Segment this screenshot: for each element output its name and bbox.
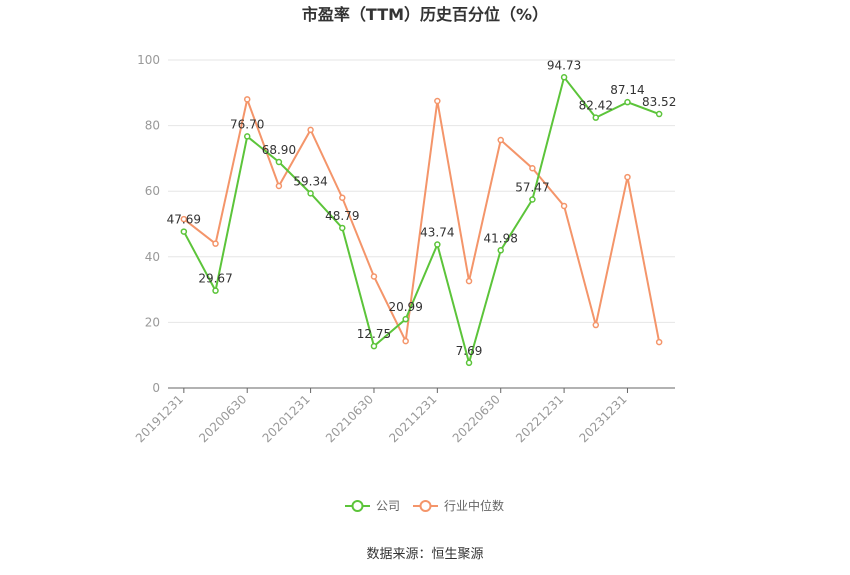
- x-tick-label: 20211231: [386, 392, 439, 445]
- series-line: [182, 75, 660, 367]
- data-point: [497, 136, 504, 144]
- data-point: [370, 342, 378, 350]
- data-point: [243, 133, 251, 140]
- y-tick-label: 80: [145, 119, 160, 133]
- data-label: 41.98: [484, 231, 518, 245]
- data-point: [529, 164, 536, 172]
- data-point: [560, 74, 568, 81]
- data-point: [275, 158, 283, 166]
- data-label: 94.73: [547, 58, 581, 72]
- data-label: 20.99: [388, 300, 422, 314]
- data-point: [592, 321, 600, 329]
- x-tick-label: 20221231: [513, 392, 566, 445]
- data-point: [497, 247, 504, 254]
- data-point: [655, 110, 663, 118]
- data-label: 29.67: [198, 272, 232, 286]
- y-tick-label: 40: [145, 250, 160, 264]
- x-tick-label: 20220630: [450, 392, 503, 445]
- x-tick-label: 20231231: [577, 392, 630, 445]
- x-tick-label: 20210630: [323, 392, 376, 445]
- x-tick-label: 20200630: [196, 392, 249, 445]
- data-point: [402, 337, 409, 345]
- x-tick-label: 20201231: [260, 392, 313, 445]
- data-label: 48.79: [325, 209, 359, 223]
- data-point: [307, 126, 314, 134]
- data-label: 59.34: [293, 174, 327, 188]
- data-point: [275, 182, 283, 190]
- data-label: 57.47: [515, 180, 549, 194]
- data-point: [624, 98, 631, 106]
- data-point: [212, 287, 219, 294]
- legend-marker: [419, 500, 432, 512]
- data-point: [180, 215, 188, 223]
- data-point: [465, 277, 473, 285]
- data-point: [370, 273, 378, 280]
- data-point: [402, 315, 409, 323]
- data-label: 76.70: [230, 117, 264, 131]
- data-label: 43.74: [420, 226, 454, 240]
- data-label: 7.69: [456, 344, 483, 358]
- x-tick-label: 20191231: [133, 392, 186, 445]
- data-point: [307, 190, 314, 197]
- data-label: 83.52: [642, 95, 676, 109]
- data-label: 68.90: [262, 143, 296, 157]
- data-label: 47.69: [167, 213, 201, 227]
- data-point: [339, 224, 346, 232]
- data-point: [212, 240, 219, 247]
- series-line: [183, 95, 661, 345]
- data-point: [529, 196, 536, 203]
- data-label: 87.14: [610, 83, 644, 97]
- y-tick-label: 0: [152, 381, 160, 395]
- data-point: [180, 228, 188, 235]
- data-label: 12.75: [357, 327, 391, 341]
- data-point: [465, 359, 473, 367]
- data-point: [560, 202, 568, 210]
- legend-label: 公司: [376, 499, 400, 513]
- data-label: 82.42: [579, 99, 613, 113]
- data-point: [243, 96, 251, 103]
- data-point: [592, 114, 600, 121]
- data-point: [339, 194, 346, 202]
- chart-title: 市盈率（TTM）历史百分位（%）: [302, 5, 548, 24]
- y-tick-label: 60: [145, 184, 160, 198]
- data-point: [624, 173, 631, 181]
- data-point: [434, 97, 441, 105]
- legend-label: 行业中位数: [444, 498, 504, 513]
- legend-marker: [351, 500, 364, 512]
- y-tick-label: 100: [137, 53, 160, 67]
- y-tick-label: 20: [145, 315, 160, 329]
- data-point: [655, 338, 663, 346]
- data-point: [434, 241, 441, 248]
- source-note: 数据来源：恒生聚源: [366, 547, 483, 562]
